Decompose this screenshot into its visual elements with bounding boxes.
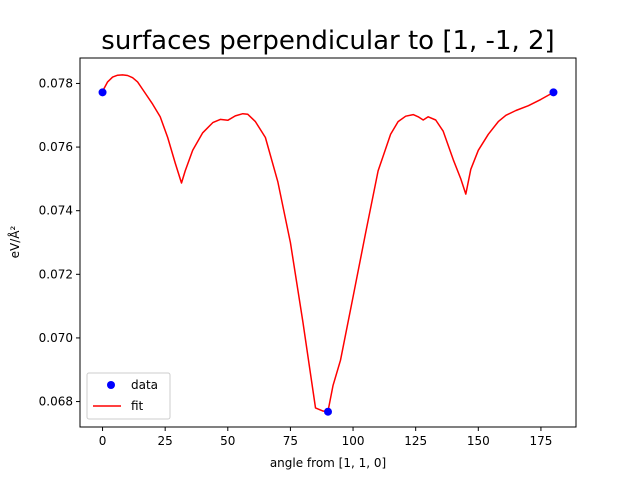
data-point	[549, 88, 558, 97]
y-tick-label: 0.070	[39, 331, 73, 345]
data-point	[324, 407, 332, 416]
x-axis-label: angle from [1, 1, 0]	[270, 456, 386, 470]
y-tick-label: 0.078	[39, 76, 73, 90]
y-tick-label: 0.076	[39, 140, 73, 154]
y-tick-label: 0.074	[39, 204, 73, 218]
y-tick-label: 0.072	[39, 267, 73, 281]
y-axis-label: eV/Å²	[7, 225, 22, 258]
legend-label-fit: fit	[131, 399, 144, 413]
x-tick-label: 125	[404, 434, 427, 448]
chart-title: surfaces perpendicular to [1, -1, 2]	[101, 26, 554, 56]
x-tick-label: 175	[529, 434, 552, 448]
fit-line	[101, 74, 554, 412]
legend: data fit	[86, 372, 171, 420]
x-tick-label: 0	[99, 434, 107, 448]
x-tick-label: 150	[467, 434, 490, 448]
plot-area	[98, 74, 558, 416]
legend-data-marker	[107, 381, 115, 389]
x-tick-label: 75	[283, 434, 298, 448]
axes-frame	[79, 57, 577, 428]
x-tick-label: 25	[158, 434, 173, 448]
y-tick-label: 0.068	[39, 395, 73, 409]
x-axis-ticks: 0 25 50 75 100 125 150 175	[99, 427, 552, 448]
data-point	[98, 88, 107, 97]
legend-label-data: data	[131, 378, 158, 392]
x-tick-label: 100	[342, 434, 365, 448]
x-tick-label: 50	[220, 434, 235, 448]
y-axis-ticks: 0.068 0.070 0.072 0.074 0.076 0.078	[39, 76, 80, 409]
